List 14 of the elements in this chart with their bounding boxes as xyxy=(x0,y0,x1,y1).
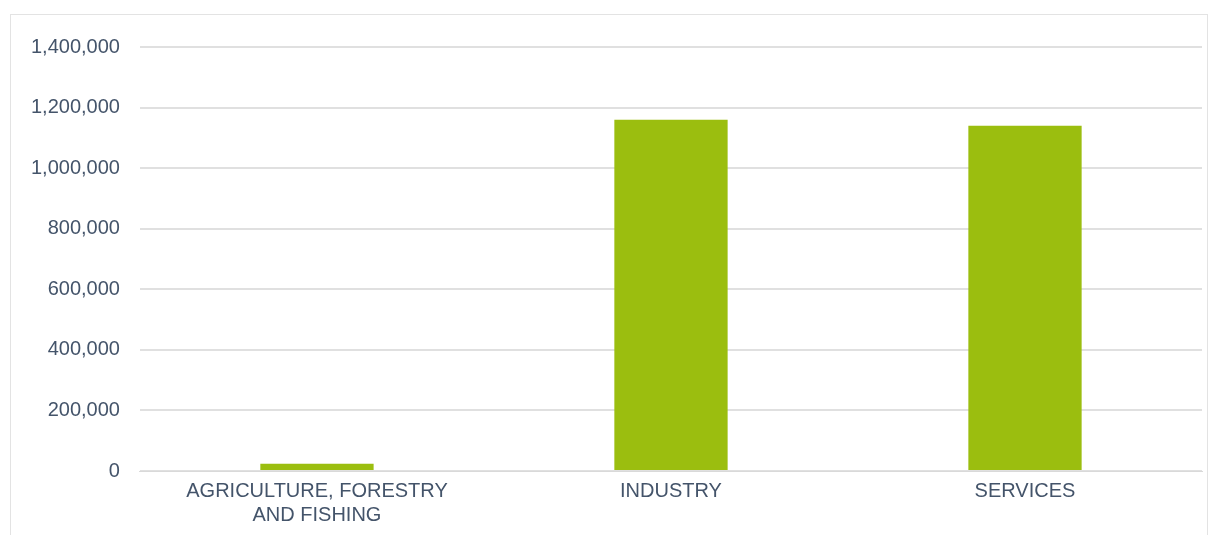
y-tick-label: 0 xyxy=(108,458,120,481)
y-tick-label: 200,000 xyxy=(47,397,120,420)
y-tick-label: 600,000 xyxy=(47,276,120,299)
x-tick-label: AGRICULTURE, FORESTRY AND FISHING xyxy=(186,478,448,525)
x-tick-label: INDUSTRY xyxy=(620,478,722,501)
x-tick-label: SERVICES xyxy=(974,478,1076,501)
y-tick-label: 1,200,000 xyxy=(30,95,120,118)
bar xyxy=(614,119,728,470)
y-tick-label: 1,400,000 xyxy=(30,34,120,57)
bar xyxy=(260,463,374,470)
bar xyxy=(968,125,1082,470)
y-tick-label: 800,000 xyxy=(47,216,120,239)
y-tick-label: 1,000,000 xyxy=(30,155,120,178)
y-tick-label: 400,000 xyxy=(47,337,120,360)
